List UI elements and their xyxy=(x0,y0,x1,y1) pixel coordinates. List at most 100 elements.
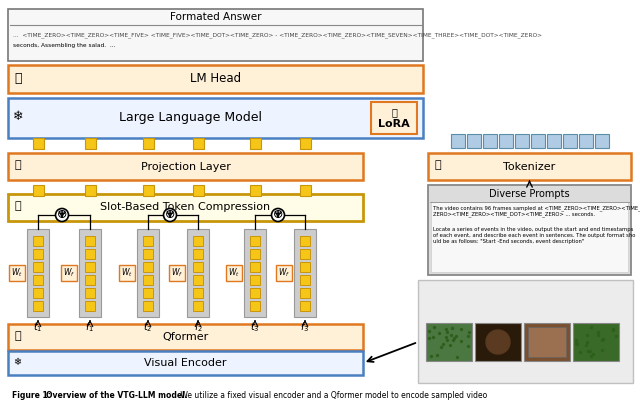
Bar xyxy=(8,65,423,93)
Bar xyxy=(499,134,513,148)
Text: LoRA: LoRA xyxy=(378,119,410,129)
Text: $W_t$: $W_t$ xyxy=(121,267,133,279)
Text: 🔥: 🔥 xyxy=(15,331,21,341)
Bar xyxy=(428,185,631,275)
Text: $\oplus$: $\oplus$ xyxy=(164,209,175,221)
Bar xyxy=(371,102,417,134)
Text: ...  <TIME_ZERO><TIME_ZERO><TIME_FIVE> <TIME_FIVE><TIME_DOT><TIME_ZERO> - <TIME_: ... <TIME_ZERO><TIME_ZERO><TIME_FIVE> <T… xyxy=(13,32,542,38)
Bar xyxy=(524,323,570,361)
Text: 🔥: 🔥 xyxy=(15,202,21,211)
Text: Visual Encoder: Visual Encoder xyxy=(144,358,227,368)
Text: Figure 1:: Figure 1: xyxy=(12,391,54,399)
Bar xyxy=(143,249,153,259)
Text: $t_1$: $t_1$ xyxy=(33,320,43,334)
Bar xyxy=(193,138,204,149)
Bar xyxy=(137,229,159,317)
Bar xyxy=(84,138,95,149)
Bar xyxy=(250,138,260,149)
Bar xyxy=(250,275,260,285)
Bar xyxy=(300,138,310,149)
Bar xyxy=(531,134,545,148)
Bar xyxy=(27,229,49,317)
Text: $t_3$: $t_3$ xyxy=(250,320,260,334)
Bar xyxy=(193,185,204,196)
Bar xyxy=(33,249,43,259)
Bar xyxy=(294,229,316,317)
Bar xyxy=(33,185,44,196)
Bar xyxy=(85,301,95,311)
Bar xyxy=(300,287,310,297)
Bar xyxy=(250,287,260,297)
Text: LM Head: LM Head xyxy=(190,73,241,85)
Circle shape xyxy=(271,209,285,221)
Text: $W_f$: $W_f$ xyxy=(278,267,290,279)
Text: Large Language Model: Large Language Model xyxy=(119,112,262,124)
Circle shape xyxy=(486,330,510,354)
Bar xyxy=(515,134,529,148)
Bar xyxy=(300,261,310,271)
Text: seconds, Assembling the salad.  ...: seconds, Assembling the salad. ... xyxy=(13,43,115,48)
Bar xyxy=(451,134,465,148)
Text: $f_3$: $f_3$ xyxy=(300,320,310,334)
Bar xyxy=(119,265,135,281)
Text: $\oplus$: $\oplus$ xyxy=(273,209,284,221)
Bar xyxy=(143,185,154,196)
Bar xyxy=(300,185,310,196)
Text: We utilize a fixed visual encoder and a Qformer model to encode sampled video: We utilize a fixed visual encoder and a … xyxy=(178,391,487,399)
Text: 🔥: 🔥 xyxy=(391,107,397,117)
Bar xyxy=(475,323,521,361)
Bar xyxy=(250,261,260,271)
Bar xyxy=(300,249,310,259)
Bar xyxy=(33,301,43,311)
Bar xyxy=(418,280,633,383)
Bar xyxy=(61,265,77,281)
Bar xyxy=(33,287,43,297)
Text: Locate a series of events in the video, output the start and end timestamps
of e: Locate a series of events in the video, … xyxy=(433,227,636,244)
Text: ❄️: ❄️ xyxy=(14,357,22,367)
Text: Projection Layer: Projection Layer xyxy=(141,161,230,171)
Bar xyxy=(79,229,101,317)
Bar xyxy=(563,134,577,148)
Bar xyxy=(193,235,203,245)
Bar xyxy=(193,249,203,259)
Bar xyxy=(143,138,154,149)
Text: $W_t$: $W_t$ xyxy=(228,267,240,279)
Bar xyxy=(8,194,363,221)
Text: 🔥: 🔥 xyxy=(15,161,21,171)
Bar xyxy=(193,301,203,311)
Bar xyxy=(193,287,203,297)
Bar xyxy=(8,98,423,138)
Bar xyxy=(595,134,609,148)
Bar xyxy=(33,138,44,149)
Text: Tokenizer: Tokenizer xyxy=(504,161,556,171)
Text: $\oplus$: $\oplus$ xyxy=(56,209,68,221)
Text: Formated Answer: Formated Answer xyxy=(170,12,261,22)
Bar xyxy=(85,261,95,271)
Bar xyxy=(250,185,260,196)
Bar xyxy=(84,185,95,196)
Bar xyxy=(169,265,185,281)
Text: Overview of the VTG-LLM model.: Overview of the VTG-LLM model. xyxy=(46,391,188,399)
Bar xyxy=(187,229,209,317)
Text: $W_f$: $W_f$ xyxy=(171,267,183,279)
Bar xyxy=(143,261,153,271)
Bar xyxy=(226,265,242,281)
Bar xyxy=(193,261,203,271)
Bar xyxy=(8,9,423,61)
Bar xyxy=(143,235,153,245)
Bar xyxy=(143,301,153,311)
Text: Diverse Prompts: Diverse Prompts xyxy=(489,189,570,199)
Bar xyxy=(8,351,363,375)
Bar xyxy=(85,275,95,285)
Text: ❄️: ❄️ xyxy=(13,111,23,123)
Bar xyxy=(250,235,260,245)
Bar xyxy=(467,134,481,148)
Text: Slot-Based Token Compression: Slot-Based Token Compression xyxy=(100,202,271,213)
Bar xyxy=(143,287,153,297)
Bar xyxy=(33,235,43,245)
Bar xyxy=(33,275,43,285)
Bar xyxy=(244,229,266,317)
Circle shape xyxy=(163,209,177,221)
Bar xyxy=(573,323,619,361)
Text: $W_f$: $W_f$ xyxy=(63,267,75,279)
